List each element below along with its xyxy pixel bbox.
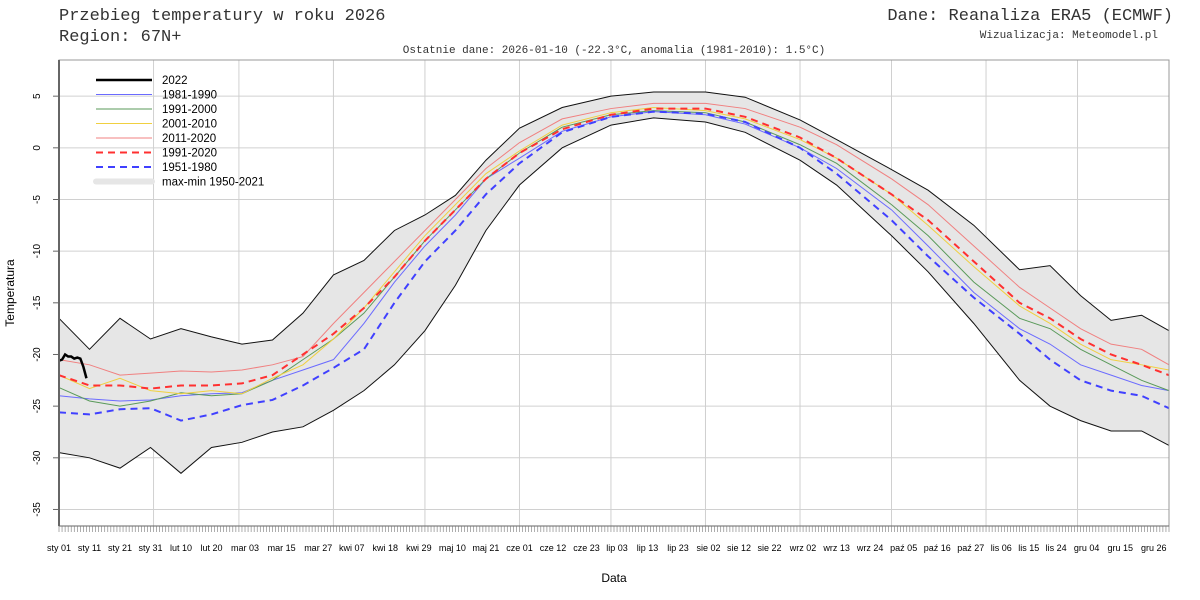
y-tick-label: -5 [32, 195, 43, 204]
x-tick-label: sty 31 [138, 543, 162, 553]
legend-label: 2001-2010 [162, 119, 217, 131]
x-tick-label: maj 21 [472, 543, 499, 553]
x-tick-label: cze 01 [506, 543, 533, 553]
chart-subtitle: Ostatnie dane: 2026-01-10 (-22.3°C, anom… [403, 45, 825, 57]
x-tick-label: lut 20 [200, 543, 222, 553]
series-line-2001-2010 [58, 107, 1170, 395]
x-tick-label: paź 05 [890, 543, 917, 553]
x-tick-label: sty 11 [78, 543, 101, 553]
x-tick-label: sie 02 [697, 543, 721, 553]
x-tick-label: gru 15 [1107, 543, 1133, 553]
envelope-min-line [58, 117, 1170, 474]
legend-label: 1991-2020 [162, 148, 217, 160]
x-tick-label: wrz 02 [789, 543, 817, 553]
y-tick-label: -25 [32, 398, 43, 413]
x-tick-label: lut 10 [170, 543, 192, 553]
legend-label: 1991-2000 [162, 104, 217, 116]
series-line-2011-2020 [58, 102, 1170, 376]
x-tick-label: sty 21 [108, 543, 132, 553]
series-line-1991-2020 [58, 107, 1170, 390]
x-tick-label: mar 03 [231, 543, 259, 553]
y-tick-label: -15 [32, 295, 43, 310]
legend-label: 2022 [162, 75, 188, 87]
x-tick-label: lis 15 [1018, 543, 1039, 553]
x-tick-label: kwi 29 [406, 543, 432, 553]
x-tick-label: lis 24 [1046, 543, 1067, 553]
series-line-1981-1990 [58, 111, 1170, 402]
series-line-1991-2000 [58, 110, 1170, 407]
y-tick-label: -10 [32, 243, 43, 258]
y-tick-label: 5 [32, 93, 43, 99]
x-tick-label: mar 15 [268, 543, 296, 553]
x-tick-label: wrz 13 [822, 543, 850, 553]
envelope-band [59, 92, 1169, 474]
legend-label: max-min 1950-2021 [162, 177, 264, 189]
x-tick-label: paź 16 [924, 543, 951, 553]
x-axis-label: Data [601, 571, 627, 585]
axes: 5 0 -5 -10 -15 -20 -25 -30 -35 sty 01 sty 11 sty 21… [32, 59, 1170, 553]
x-tick-label: gru 04 [1074, 543, 1100, 553]
x-tick-label: sie 12 [727, 543, 751, 553]
x-tick-label: lis 06 [991, 543, 1012, 553]
x-tick-label: lip 23 [667, 543, 689, 553]
y-tick-label: -35 [32, 502, 43, 517]
x-tick-label: lip 03 [606, 543, 628, 553]
y-tick-label: -20 [32, 347, 43, 362]
chart-title: Przebieg temperatury w roku 2026 [59, 7, 385, 26]
legend-label: 2011-2020 [162, 133, 216, 145]
credit-label: Wizualizacja: Meteomodel.pl [980, 30, 1158, 42]
x-tick-label: sie 22 [758, 543, 782, 553]
x-tick-label: wrz 24 [856, 543, 884, 553]
x-tick-label: paź 27 [957, 543, 984, 553]
envelope-max-line [58, 91, 1170, 351]
x-tick-label: kwi 07 [339, 543, 365, 553]
series-line-2022 [58, 352, 88, 379]
y-tick-label: -30 [32, 450, 43, 465]
legend-label: 1951-1980 [162, 162, 217, 174]
legend-label: 1981-1990 [162, 90, 217, 102]
y-tick-label: 0 [32, 145, 43, 151]
region-label: Region: 67N+ [59, 28, 181, 47]
x-tick-label: sty 01 [47, 543, 71, 553]
legend: 2022 1981-1990 1991-2000 2001-2010 2011-2020… [93, 75, 264, 189]
x-tick-label: maj 10 [439, 543, 466, 553]
plot-area [58, 91, 1170, 474]
series-line-1951-1980 [58, 110, 1170, 422]
x-tick-label: mar 27 [304, 543, 332, 553]
x-tick-label: kwi 18 [373, 543, 399, 553]
data-source: Dane: Reanaliza ERA5 (ECMWF) [887, 7, 1173, 26]
x-tick-label: lip 13 [637, 543, 659, 553]
x-tick-label: cze 23 [573, 543, 600, 553]
y-axis-label: Temperatura [3, 259, 17, 327]
x-tick-label: cze 12 [540, 543, 567, 553]
x-tick-label: gru 26 [1141, 543, 1167, 553]
